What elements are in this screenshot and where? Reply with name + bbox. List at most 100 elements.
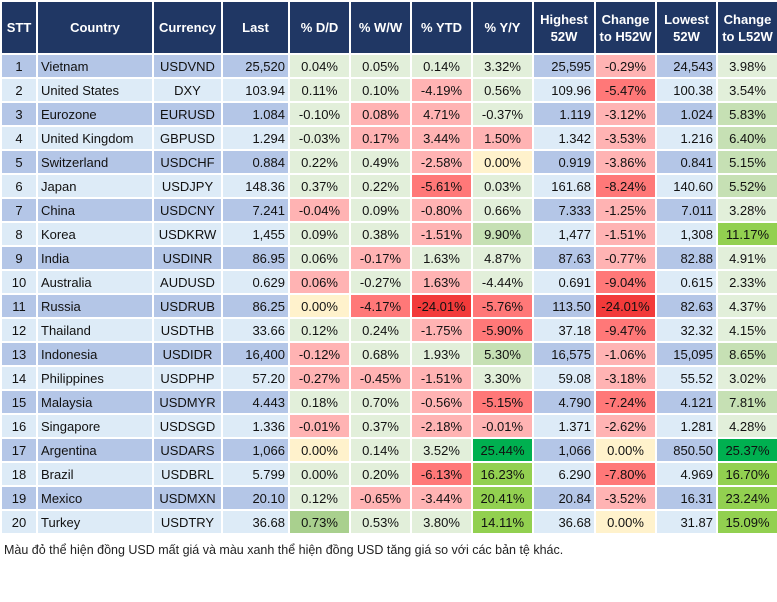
- cell-dd: 0.73%: [288, 509, 351, 535]
- cell-yy: 3.30%: [471, 365, 534, 391]
- cell-last: 148.36: [221, 173, 290, 199]
- cell-last: 20.10: [221, 485, 290, 511]
- table-row: 16 Singapore USDSGD 1.336 -0.01% 0.37% -2.18% -…: [0, 413, 777, 439]
- cell-low52w: 1.216: [655, 125, 718, 151]
- cell-change-h52w: -3.53%: [594, 125, 657, 151]
- table-row: 6 Japan USDJPY 148.36 0.37% 0.22% -5.61% 0.03% 1…: [0, 173, 777, 199]
- cell-yy: 0.66%: [471, 197, 534, 223]
- cell-yy: -0.37%: [471, 101, 534, 127]
- cell-ytd: -0.80%: [410, 197, 473, 223]
- cell-change-h52w: -24.01%: [594, 293, 657, 319]
- cell-country: Vietnam: [36, 53, 154, 79]
- cell-currency: USDKRW: [152, 221, 223, 247]
- cell-high52w: 37.18: [532, 317, 596, 343]
- cell-country: Mexico: [36, 485, 154, 511]
- cell-ytd: -1.51%: [410, 221, 473, 247]
- cell-change-h52w: -3.18%: [594, 365, 657, 391]
- cell-dd: -0.01%: [288, 413, 351, 439]
- cell-currency: AUDUSD: [152, 269, 223, 295]
- cell-dd: 0.00%: [288, 461, 351, 487]
- cell-stt: 11: [0, 293, 38, 319]
- cell-stt: 18: [0, 461, 38, 487]
- cell-change-l52w: 8.65%: [716, 341, 777, 367]
- cell-ytd: -1.75%: [410, 317, 473, 343]
- cell-change-l52w: 4.37%: [716, 293, 777, 319]
- cell-change-h52w: -1.06%: [594, 341, 657, 367]
- cell-yy: 0.03%: [471, 173, 534, 199]
- cell-low52w: 32.32: [655, 317, 718, 343]
- cell-stt: 17: [0, 437, 38, 463]
- cell-stt: 1: [0, 53, 38, 79]
- cell-country: Russia: [36, 293, 154, 319]
- header-ww: % W/W: [349, 0, 412, 55]
- table-row: 3 Eurozone EURUSD 1.084 -0.10% 0.08% 4.71% -0.3…: [0, 101, 777, 127]
- cell-last: 0.629: [221, 269, 290, 295]
- header-dd: % D/D: [288, 0, 351, 55]
- cell-ww: 0.05%: [349, 53, 412, 79]
- cell-change-h52w: -9.47%: [594, 317, 657, 343]
- cell-stt: 4: [0, 125, 38, 151]
- cell-yy: 14.11%: [471, 509, 534, 535]
- cell-last: 1,066: [221, 437, 290, 463]
- cell-dd: -0.10%: [288, 101, 351, 127]
- cell-country: Thailand: [36, 317, 154, 343]
- cell-ww: -0.17%: [349, 245, 412, 271]
- table-row: 12 Thailand USDTHB 33.66 0.12% 0.24% -1.75% -5.…: [0, 317, 777, 343]
- cell-change-l52w: 15.09%: [716, 509, 777, 535]
- cell-ww: 0.53%: [349, 509, 412, 535]
- cell-last: 1.294: [221, 125, 290, 151]
- cell-currency: USDMXN: [152, 485, 223, 511]
- cell-currency: USDINR: [152, 245, 223, 271]
- cell-ytd: 4.71%: [410, 101, 473, 127]
- cell-yy: 4.87%: [471, 245, 534, 271]
- cell-country: Indonesia: [36, 341, 154, 367]
- cell-last: 7.241: [221, 197, 290, 223]
- cell-change-h52w: -8.24%: [594, 173, 657, 199]
- table-row: 11 Russia USDRUB 86.25 0.00% -4.17% -24.01% -5.…: [0, 293, 777, 319]
- cell-dd: 0.06%: [288, 245, 351, 271]
- cell-change-h52w: 0.00%: [594, 509, 657, 535]
- cell-change-l52w: 3.02%: [716, 365, 777, 391]
- cell-stt: 8: [0, 221, 38, 247]
- cell-dd: 0.22%: [288, 149, 351, 175]
- cell-country: Turkey: [36, 509, 154, 535]
- cell-stt: 10: [0, 269, 38, 295]
- cell-change-l52w: 23.24%: [716, 485, 777, 511]
- cell-change-h52w: 0.00%: [594, 437, 657, 463]
- cell-dd: -0.12%: [288, 341, 351, 367]
- cell-high52w: 25,595: [532, 53, 596, 79]
- cell-yy: 20.41%: [471, 485, 534, 511]
- cell-ww: -4.17%: [349, 293, 412, 319]
- cell-country: Brazil: [36, 461, 154, 487]
- header-currency: Currency: [152, 0, 223, 55]
- cell-dd: 0.00%: [288, 437, 351, 463]
- cell-low52w: 82.88: [655, 245, 718, 271]
- cell-last: 86.25: [221, 293, 290, 319]
- cell-low52w: 1.281: [655, 413, 718, 439]
- table-row: 4 United Kingdom GBPUSD 1.294 -0.03% 0.17% 3.4…: [0, 125, 777, 151]
- cell-stt: 3: [0, 101, 38, 127]
- cell-currency: USDJPY: [152, 173, 223, 199]
- footnote: Màu đỏ thể hiện đồng USD mất giá và màu …: [4, 543, 564, 557]
- table-row: 13 Indonesia USDIDR 16,400 -0.12% 0.68% 1.93% 5…: [0, 341, 777, 367]
- cell-high52w: 1.119: [532, 101, 596, 127]
- cell-ww: 0.14%: [349, 437, 412, 463]
- cell-stt: 14: [0, 365, 38, 391]
- cell-stt: 13: [0, 341, 38, 367]
- cell-yy: -5.90%: [471, 317, 534, 343]
- cell-last: 16,400: [221, 341, 290, 367]
- cell-low52w: 31.87: [655, 509, 718, 535]
- header-yy: % Y/Y: [471, 0, 534, 55]
- cell-high52w: 1,066: [532, 437, 596, 463]
- currency-table: STT Country Currency Last % D/D % W/W % …: [0, 0, 777, 535]
- cell-high52w: 4.790: [532, 389, 596, 415]
- cell-country: Australia: [36, 269, 154, 295]
- table-row: 20 Turkey USDTRY 36.68 0.73% 0.53% 3.80% 14.11%…: [0, 509, 777, 535]
- cell-dd: 0.06%: [288, 269, 351, 295]
- cell-country: United Kingdom: [36, 125, 154, 151]
- cell-ww: 0.20%: [349, 461, 412, 487]
- cell-country: Japan: [36, 173, 154, 199]
- cell-last: 5.799: [221, 461, 290, 487]
- cell-change-h52w: -3.86%: [594, 149, 657, 175]
- cell-last: 1,455: [221, 221, 290, 247]
